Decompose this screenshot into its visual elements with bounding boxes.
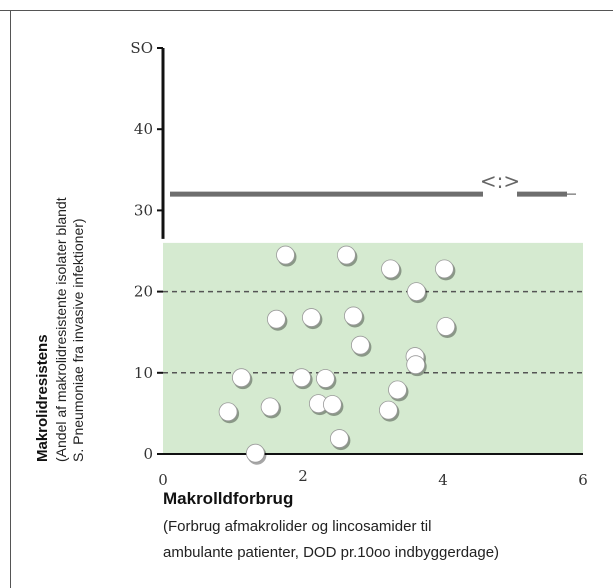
y-axis-title: Makrolidresistens (34, 334, 51, 462)
data-point (406, 282, 426, 302)
data-point (381, 259, 400, 279)
data-point (388, 380, 407, 400)
x-tick-label: 6 (578, 471, 588, 489)
y-tick-label: 0 (143, 445, 153, 463)
data-point (276, 245, 295, 265)
y-tick-label: 10 (134, 364, 153, 382)
data-point (350, 335, 370, 355)
x-axis-subtitle-line-1: (Forbrug afmakrolider og lincosamider ti… (163, 518, 431, 535)
data-point (315, 369, 335, 388)
y-axis-subtitle-line-1: (Andel af makrolidresistente isolater bl… (53, 197, 69, 462)
data-point (378, 400, 398, 420)
data-point (218, 402, 238, 422)
data-point (292, 368, 312, 388)
data-point (434, 259, 454, 279)
data-point (231, 368, 251, 388)
data-point (322, 395, 342, 414)
y-tick-label: 20 (134, 283, 153, 301)
frame-left-border (10, 10, 11, 588)
data-point (406, 355, 426, 375)
y-axis-subtitle-line-2: S. Pneumoniae fra invasive infektioner) (70, 218, 86, 462)
data-point (301, 308, 321, 327)
data-point (336, 245, 356, 265)
data-point (260, 397, 280, 417)
x-tick-label: 0 (158, 471, 168, 489)
data-point (329, 429, 349, 448)
break-annotation: <:> (480, 169, 520, 193)
x-tick-label: 4 (438, 471, 448, 489)
y-tick-label: 30 (134, 201, 153, 219)
data-points (218, 245, 457, 465)
y-tick-label: SO (130, 39, 153, 57)
y-axis-ticks: 0 10 20 30 40 SO (130, 39, 163, 463)
x-axis-ticks: 0 2 4 6 (158, 467, 588, 489)
x-tick-label: 2 (298, 467, 308, 485)
y-tick-label: 40 (134, 120, 153, 138)
data-point (436, 317, 456, 336)
frame-top-border (0, 10, 613, 11)
data-point (266, 309, 286, 329)
x-axis-title: Makrolldforbrug (163, 489, 293, 508)
dashed-gridlines (163, 290, 583, 374)
data-point (343, 306, 363, 326)
data-point (245, 443, 265, 463)
x-axis-subtitle-line-2: ambulante patienter, DOD pr.10oo indbygg… (163, 544, 499, 561)
